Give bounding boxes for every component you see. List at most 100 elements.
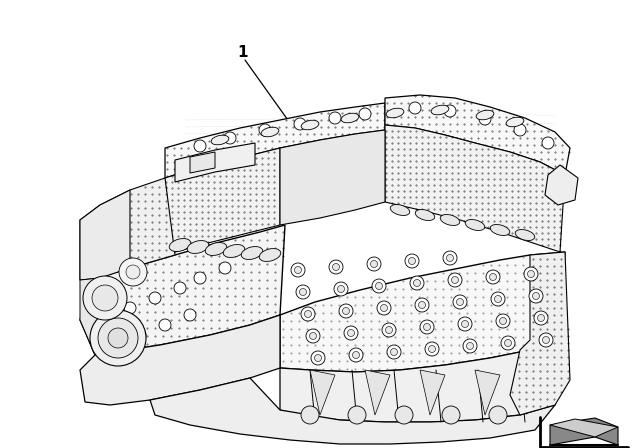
Circle shape: [337, 285, 344, 293]
Circle shape: [294, 118, 306, 130]
Circle shape: [504, 340, 511, 346]
Circle shape: [377, 301, 391, 315]
Ellipse shape: [188, 241, 209, 254]
Polygon shape: [80, 278, 110, 355]
Ellipse shape: [341, 113, 359, 123]
Circle shape: [134, 329, 146, 341]
Polygon shape: [475, 370, 500, 415]
Circle shape: [499, 318, 506, 324]
Circle shape: [456, 298, 463, 306]
Circle shape: [301, 307, 315, 321]
Circle shape: [429, 345, 435, 353]
Circle shape: [124, 302, 136, 314]
Polygon shape: [80, 178, 175, 280]
Circle shape: [98, 318, 138, 358]
Circle shape: [463, 339, 477, 353]
Ellipse shape: [205, 242, 227, 255]
Circle shape: [291, 263, 305, 277]
Text: 1: 1: [237, 44, 248, 60]
Circle shape: [413, 280, 420, 287]
Polygon shape: [310, 370, 335, 415]
Polygon shape: [150, 378, 555, 444]
Polygon shape: [175, 143, 255, 182]
Polygon shape: [80, 315, 280, 405]
Circle shape: [333, 263, 339, 271]
Circle shape: [543, 336, 550, 344]
Polygon shape: [385, 125, 565, 252]
Circle shape: [367, 257, 381, 271]
Ellipse shape: [259, 249, 281, 262]
Circle shape: [409, 102, 421, 114]
Circle shape: [490, 273, 497, 280]
Circle shape: [381, 305, 387, 311]
Circle shape: [224, 132, 236, 144]
Circle shape: [311, 351, 325, 365]
Polygon shape: [280, 252, 565, 372]
Circle shape: [387, 345, 401, 359]
Circle shape: [458, 317, 472, 331]
Polygon shape: [70, 95, 580, 410]
Circle shape: [534, 311, 548, 325]
Circle shape: [451, 276, 458, 284]
Ellipse shape: [415, 210, 435, 220]
Circle shape: [348, 329, 355, 336]
Circle shape: [395, 406, 413, 424]
Circle shape: [514, 124, 526, 136]
Ellipse shape: [261, 127, 279, 137]
Circle shape: [342, 307, 349, 314]
Circle shape: [376, 283, 383, 289]
Ellipse shape: [211, 135, 229, 145]
Circle shape: [294, 267, 301, 273]
Circle shape: [479, 113, 491, 125]
Circle shape: [410, 276, 424, 290]
Circle shape: [527, 271, 534, 277]
Circle shape: [461, 320, 468, 327]
Circle shape: [467, 343, 474, 349]
Circle shape: [314, 354, 321, 362]
Ellipse shape: [386, 108, 404, 118]
Ellipse shape: [241, 246, 263, 259]
Circle shape: [532, 293, 540, 300]
Circle shape: [353, 352, 360, 358]
Circle shape: [539, 333, 553, 347]
Circle shape: [425, 342, 439, 356]
Circle shape: [329, 112, 341, 124]
Circle shape: [415, 298, 429, 312]
Circle shape: [184, 309, 196, 321]
Circle shape: [219, 262, 231, 274]
Circle shape: [92, 285, 118, 311]
Polygon shape: [80, 225, 285, 355]
Polygon shape: [545, 165, 578, 205]
Ellipse shape: [465, 220, 484, 230]
Circle shape: [524, 267, 538, 281]
Ellipse shape: [440, 215, 460, 225]
Polygon shape: [550, 419, 618, 437]
Ellipse shape: [169, 238, 191, 251]
Polygon shape: [550, 418, 618, 445]
Circle shape: [83, 276, 127, 320]
Circle shape: [372, 279, 386, 293]
Circle shape: [424, 323, 431, 331]
Circle shape: [348, 406, 366, 424]
Circle shape: [344, 326, 358, 340]
Circle shape: [194, 140, 206, 152]
Circle shape: [496, 314, 510, 328]
Circle shape: [305, 310, 312, 318]
Circle shape: [339, 304, 353, 318]
Polygon shape: [280, 340, 560, 422]
Ellipse shape: [431, 105, 449, 115]
Circle shape: [420, 320, 434, 334]
Circle shape: [443, 251, 457, 265]
Polygon shape: [190, 152, 215, 173]
Circle shape: [448, 273, 462, 287]
Circle shape: [194, 272, 206, 284]
Circle shape: [306, 329, 320, 343]
Polygon shape: [165, 148, 280, 255]
Circle shape: [442, 406, 460, 424]
Circle shape: [390, 349, 397, 356]
Polygon shape: [420, 370, 445, 415]
Circle shape: [495, 296, 502, 302]
Polygon shape: [165, 103, 385, 178]
Circle shape: [447, 254, 454, 262]
Ellipse shape: [515, 229, 535, 241]
